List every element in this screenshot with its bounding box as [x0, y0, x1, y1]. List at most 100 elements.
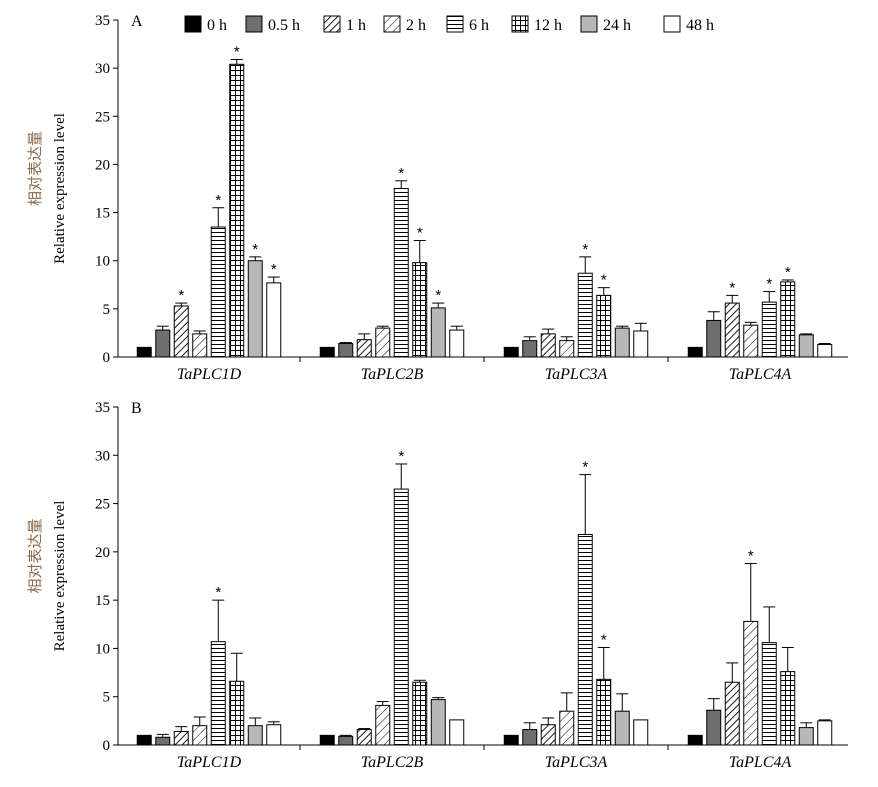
bar — [393, 188, 409, 358]
bar — [724, 302, 740, 358]
bar — [798, 727, 814, 746]
significance-marker: * — [601, 631, 607, 648]
bar — [356, 729, 372, 746]
significance-marker: * — [234, 43, 240, 60]
bar — [173, 730, 189, 746]
significance-marker: * — [766, 276, 772, 293]
bar — [210, 226, 226, 358]
significance-marker: * — [582, 459, 588, 476]
legend-swatch-3 — [383, 15, 401, 33]
bar — [761, 642, 777, 746]
bar — [430, 307, 446, 358]
y-tick-label: 30 — [95, 61, 110, 77]
bar — [743, 324, 759, 358]
y-tick-label: 20 — [95, 545, 110, 561]
y-axis-label: Relative expression level — [52, 113, 68, 264]
bar — [559, 340, 575, 358]
significance-marker: * — [601, 272, 607, 289]
legend-swatch-5 — [511, 15, 529, 33]
bar — [173, 305, 189, 358]
category-label: TaPLC3A — [545, 754, 608, 771]
panel-b: 0 5 10 15 20 25 30 35 TaPLC1D TaPLC2B TaPLC3A TaPLC… — [26, 400, 848, 771]
y-tick-label: 15 — [95, 206, 110, 222]
y-tick-label: 0 — [103, 738, 111, 754]
bar — [210, 641, 226, 746]
legend-label-1: 0.5 h — [268, 17, 300, 34]
significance-marker: * — [252, 241, 258, 258]
legend-swatch-6 — [580, 15, 598, 33]
bar — [375, 327, 391, 358]
y-axis-label-cn: 相对表达量 — [26, 518, 44, 593]
significance-marker: * — [215, 192, 221, 209]
bar — [266, 724, 282, 746]
legend-swatch-2 — [323, 15, 341, 33]
category-label: TaPLC4A — [729, 366, 792, 383]
y-tick-label: 15 — [95, 593, 110, 609]
legend-label-0: 0 h — [207, 17, 227, 34]
bar — [540, 724, 556, 746]
bar — [247, 260, 263, 358]
legend-label-2: 1 h — [346, 17, 366, 34]
bar — [247, 725, 263, 746]
significance-marker: * — [178, 287, 184, 304]
bar — [743, 620, 759, 746]
bar — [229, 680, 245, 746]
legend-label-6: 24 h — [603, 17, 631, 34]
legend-label-5: 12 h — [534, 17, 562, 34]
bar — [706, 319, 722, 358]
bar — [596, 678, 612, 746]
y-tick-label: 5 — [103, 302, 111, 318]
bar — [687, 734, 703, 746]
significance-marker: * — [398, 165, 404, 182]
bar — [356, 339, 372, 358]
bar — [780, 281, 796, 358]
y-tick-label: 5 — [103, 690, 111, 706]
legend-label-7: 48 h — [686, 17, 714, 34]
significance-marker: * — [398, 448, 404, 465]
bar — [798, 334, 814, 358]
significance-marker: * — [435, 287, 441, 304]
y-tick-label: 30 — [95, 448, 110, 464]
bar — [430, 699, 446, 746]
bar — [155, 736, 171, 746]
bar — [724, 681, 740, 746]
y-tick-label: 0 — [103, 350, 111, 366]
bar — [817, 720, 833, 746]
bar — [338, 343, 354, 358]
bar — [449, 329, 465, 358]
category-label: TaPLC4A — [729, 754, 792, 771]
bar — [761, 301, 777, 358]
legend-swatch-7 — [663, 15, 681, 33]
bar — [706, 709, 722, 746]
significance-marker: * — [729, 279, 735, 296]
y-tick-label: 35 — [95, 13, 110, 29]
bar — [136, 734, 152, 746]
significance-marker: * — [785, 264, 791, 281]
y-tick-label: 25 — [95, 497, 110, 513]
bar — [687, 346, 703, 358]
bar — [540, 333, 556, 358]
bar — [577, 272, 593, 358]
bar — [393, 488, 409, 746]
bar — [559, 710, 575, 746]
panel-label: B — [131, 400, 142, 417]
bar — [229, 63, 245, 358]
y-tick-label: 25 — [95, 109, 110, 125]
bar — [266, 282, 282, 358]
bar — [155, 329, 171, 358]
bar — [192, 333, 208, 358]
category-label: TaPLC2B — [361, 754, 424, 771]
bar — [412, 262, 428, 358]
bar — [449, 719, 465, 746]
bar — [136, 346, 152, 358]
bar — [503, 734, 519, 746]
legend-swatch-0 — [184, 15, 202, 33]
y-tick-label: 10 — [95, 254, 110, 270]
panel-label: A — [131, 13, 143, 30]
bar — [319, 734, 335, 746]
bar — [614, 710, 630, 746]
y-axis-label: Relative expression level — [52, 501, 68, 652]
legend-swatch-1 — [245, 15, 263, 33]
significance-marker: * — [271, 261, 277, 278]
